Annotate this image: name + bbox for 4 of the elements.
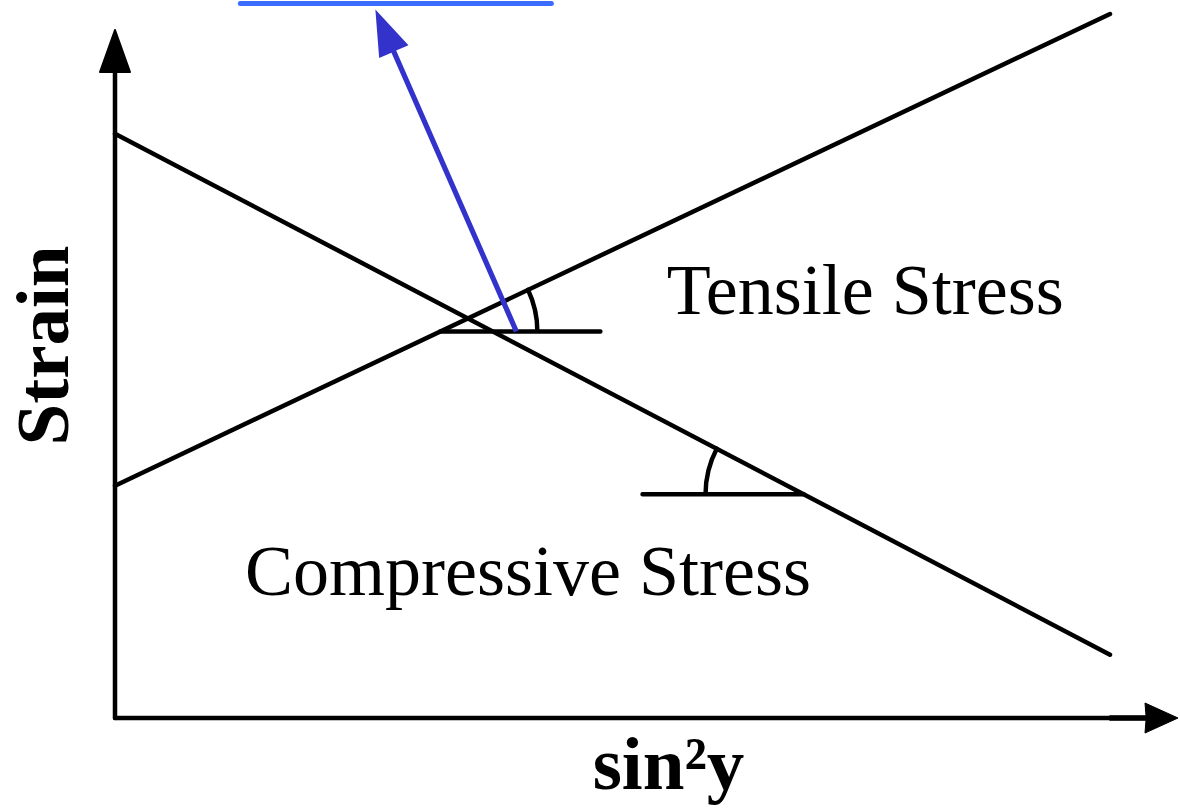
y-axis-title: Strain (0, 245, 84, 446)
annotation: Tensile Stress (666, 250, 1064, 331)
annotation: Compressive Stress (244, 530, 811, 611)
x-axis-title: sin²y (592, 721, 745, 805)
